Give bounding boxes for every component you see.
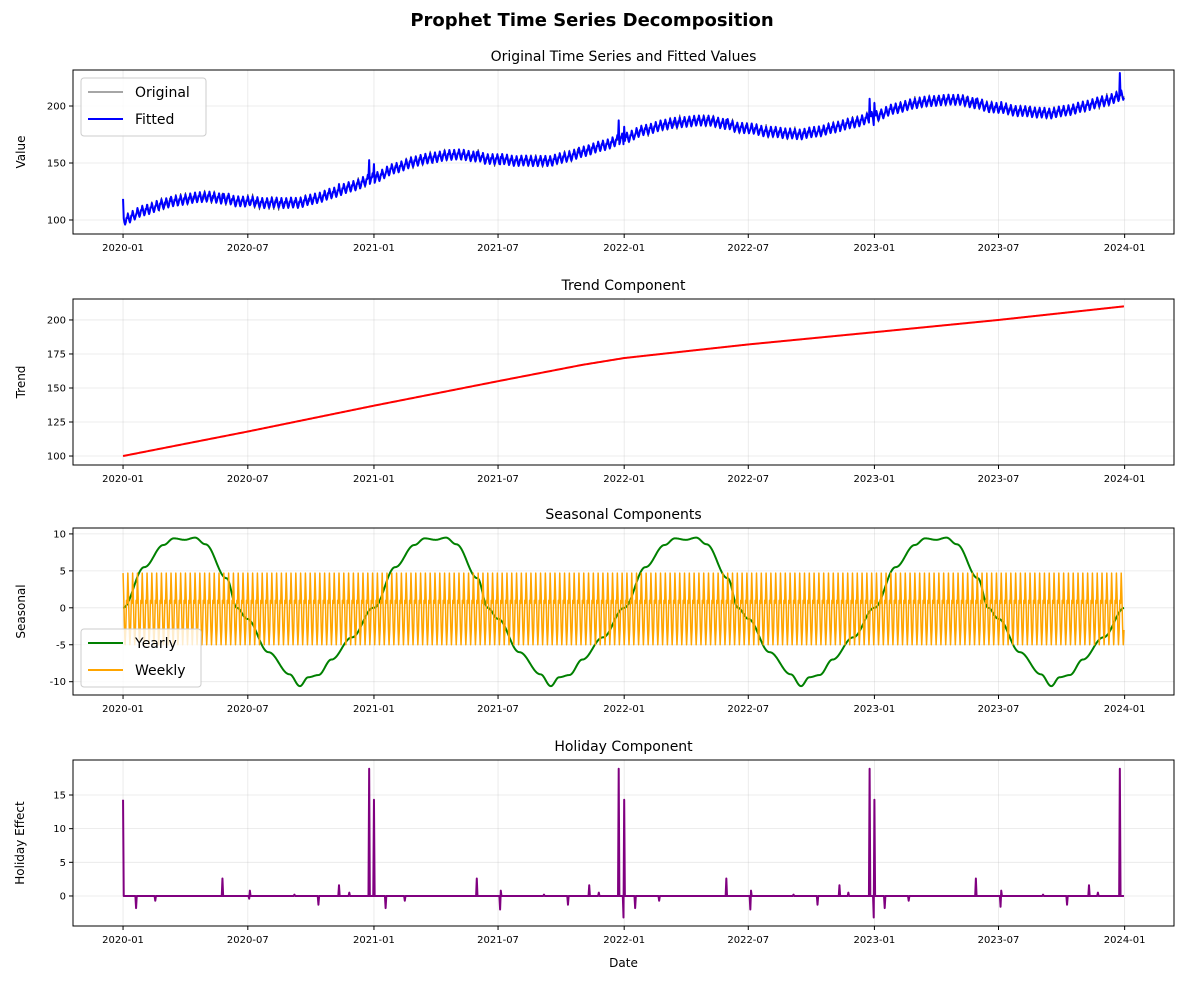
x-tick-label: 2020-07	[227, 474, 269, 485]
x-tick-label: 2020-07	[227, 704, 269, 715]
x-tick-label: 2023-01	[854, 935, 896, 946]
x-tick-label: 2021-01	[353, 474, 395, 485]
subplot-title: Seasonal Components	[545, 507, 701, 523]
x-tick-label: 2023-01	[854, 704, 896, 715]
x-tick-label: 2020-01	[102, 474, 144, 485]
y-tick-label: 100	[47, 452, 66, 463]
legend-label-yearly: Yearly	[134, 636, 177, 652]
legend-label-fitted: Fitted	[135, 112, 174, 128]
y-tick-label: 10	[53, 824, 66, 835]
subplot-4: 2020-01 2020-07 2021-01 2021-07 2022-01 2022-…	[13, 739, 1175, 970]
x-tick-label: 2023-01	[854, 474, 896, 485]
y-tick-label: 200	[47, 102, 66, 113]
y-axis-label: Value	[14, 136, 28, 169]
x-tick-label: 2021-01	[353, 935, 395, 946]
legend-label-weekly: Weekly	[135, 663, 186, 679]
x-tick-label: 2023-07	[978, 474, 1020, 485]
x-tick-label: 2020-07	[227, 935, 269, 946]
axes-frame	[72, 527, 1175, 696]
x-tick-label: 2020-01	[102, 243, 144, 254]
y-tick-label: 150	[47, 383, 66, 394]
x-tick-label: 2022-01	[603, 474, 645, 485]
y-tick-label: 150	[47, 158, 66, 169]
y-tick-label: 100	[47, 215, 66, 226]
x-tick-label: 2024-01	[1104, 243, 1146, 254]
subplot-2: 2020-01 2020-07 2021-01 2021-07 2022-01 2022-…	[14, 278, 1175, 485]
subplot-1: 2020-01 2020-07 2021-01 2021-07 2022-01 2022-…	[14, 49, 1175, 254]
y-axis-label: Trend	[14, 366, 28, 400]
y-tick-label: 175	[47, 349, 66, 360]
x-tick-label: 2021-07	[477, 935, 519, 946]
x-tick-label: 2024-01	[1104, 704, 1146, 715]
legend: Yearly Weekly	[80, 628, 202, 688]
figure-title: Prophet Time Series Decomposition	[410, 10, 773, 31]
series-line-weekly	[122, 572, 1125, 646]
y-tick-label: -10	[50, 677, 66, 688]
series-line-holiday	[122, 767, 1125, 919]
x-axis-label: Date	[609, 956, 638, 970]
x-tick-label: 2021-07	[477, 243, 519, 254]
x-tick-label: 2023-07	[978, 704, 1020, 715]
axes-frame	[72, 759, 1175, 927]
x-tick-label: 2022-01	[603, 243, 645, 254]
x-tick-label: 2024-01	[1104, 474, 1146, 485]
y-tick-label: -5	[56, 640, 66, 651]
plot-area	[122, 71, 1125, 226]
subplot-title: Trend Component	[560, 278, 686, 294]
x-tick-label: 2022-07	[727, 243, 769, 254]
x-tick-label: 2023-07	[978, 935, 1020, 946]
subplot-3: 2020-01 2020-07 2021-01 2021-07 2022-01 2022-…	[14, 507, 1175, 715]
x-tick-label: 2022-07	[727, 704, 769, 715]
y-tick-label: 10	[53, 529, 66, 540]
series-line-trend	[122, 305, 1125, 458]
plot-area	[122, 767, 1125, 919]
subplot-title: Holiday Component	[554, 739, 693, 755]
x-tick-label: 2020-01	[102, 935, 144, 946]
subplot-title: Original Time Series and Fitted Values	[491, 49, 757, 65]
x-tick-label: 2021-01	[353, 243, 395, 254]
legend-label-original: Original	[135, 85, 190, 101]
y-tick-label: 15	[53, 791, 66, 802]
y-axis-label: Seasonal	[14, 584, 28, 638]
x-tick-label: 2021-01	[353, 704, 395, 715]
y-tick-label: 5	[60, 858, 66, 869]
y-axis-label: Holiday Effect	[13, 801, 27, 885]
y-tick-label: 0	[60, 603, 66, 614]
x-tick-label: 2023-01	[854, 243, 896, 254]
x-tick-label: 2021-07	[477, 704, 519, 715]
x-tick-label: 2022-07	[727, 474, 769, 485]
x-tick-label: 2024-01	[1104, 935, 1146, 946]
axes-frame	[72, 69, 1175, 235]
x-tick-label: 2022-01	[603, 704, 645, 715]
plot-area	[122, 536, 1125, 688]
x-tick-label: 2022-07	[727, 935, 769, 946]
plot-area	[122, 305, 1125, 458]
y-tick-label: 125	[47, 418, 66, 429]
axes-frame	[72, 298, 1175, 466]
y-tick-label: 5	[60, 566, 66, 577]
x-tick-label: 2022-01	[603, 935, 645, 946]
x-tick-label: 2023-07	[978, 243, 1020, 254]
x-tick-label: 2021-07	[477, 474, 519, 485]
x-tick-label: 2020-01	[102, 704, 144, 715]
legend: Original Fitted	[80, 77, 207, 137]
y-tick-label: 200	[47, 315, 66, 326]
x-tick-label: 2020-07	[227, 243, 269, 254]
y-tick-label: 0	[60, 891, 66, 902]
series-line-fitted	[122, 71, 1125, 226]
